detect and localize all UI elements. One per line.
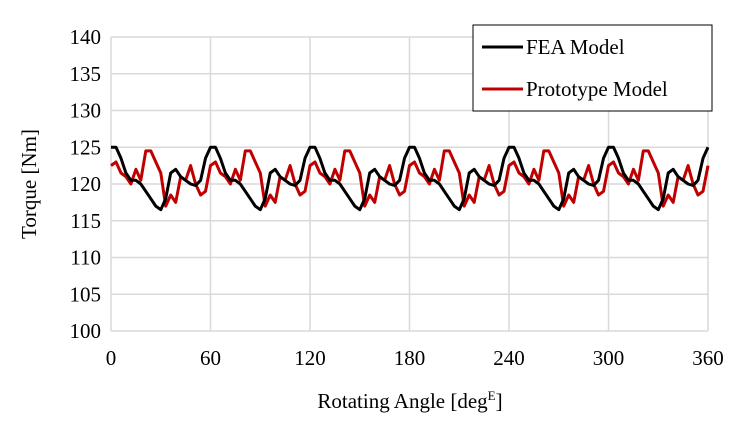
- y-tick-label: 140: [70, 25, 102, 49]
- x-tick-label: 120: [294, 346, 326, 370]
- y-tick-label: 130: [70, 99, 102, 123]
- y-tick-label: 100: [70, 319, 102, 343]
- legend-box: [472, 24, 713, 112]
- x-tick-label: 180: [394, 346, 426, 370]
- y-tick-label: 125: [70, 135, 102, 159]
- y-tick-label: 120: [70, 172, 102, 196]
- series-line-fea-model: [111, 145, 710, 212]
- x-tick-label: 300: [593, 346, 625, 370]
- x-tick-label: 60: [200, 346, 221, 370]
- series-line-prototype-model: [110, 149, 710, 208]
- x-axis-label-superscript: E: [488, 388, 496, 403]
- x-tick-label: 240: [493, 346, 525, 370]
- y-tick-label: 135: [70, 62, 102, 86]
- legend: FEA Model Prototype Model: [472, 24, 713, 112]
- series-lines: [110, 145, 710, 212]
- y-tick-label: 105: [70, 282, 102, 306]
- y-tick-label: 115: [70, 209, 101, 233]
- x-axis-label-main: Rotating Angle [deg: [317, 389, 488, 413]
- y-tick-label: 110: [70, 246, 101, 270]
- legend-label-prototype: Prototype Model: [526, 77, 668, 101]
- tick-labels: 100 105 110 115 120 125 130 135 140 0 60 120 180 240 3…: [70, 25, 724, 370]
- x-axis-label: Rotating Angle [degE]: [317, 388, 502, 413]
- y-axis-label: Torque [Nm]: [17, 129, 41, 239]
- x-tick-label: 0: [106, 346, 117, 370]
- x-tick-label: 360: [692, 346, 724, 370]
- legend-label-fea: FEA Model: [526, 35, 625, 59]
- x-axis-label-suffix: ]: [496, 389, 503, 413]
